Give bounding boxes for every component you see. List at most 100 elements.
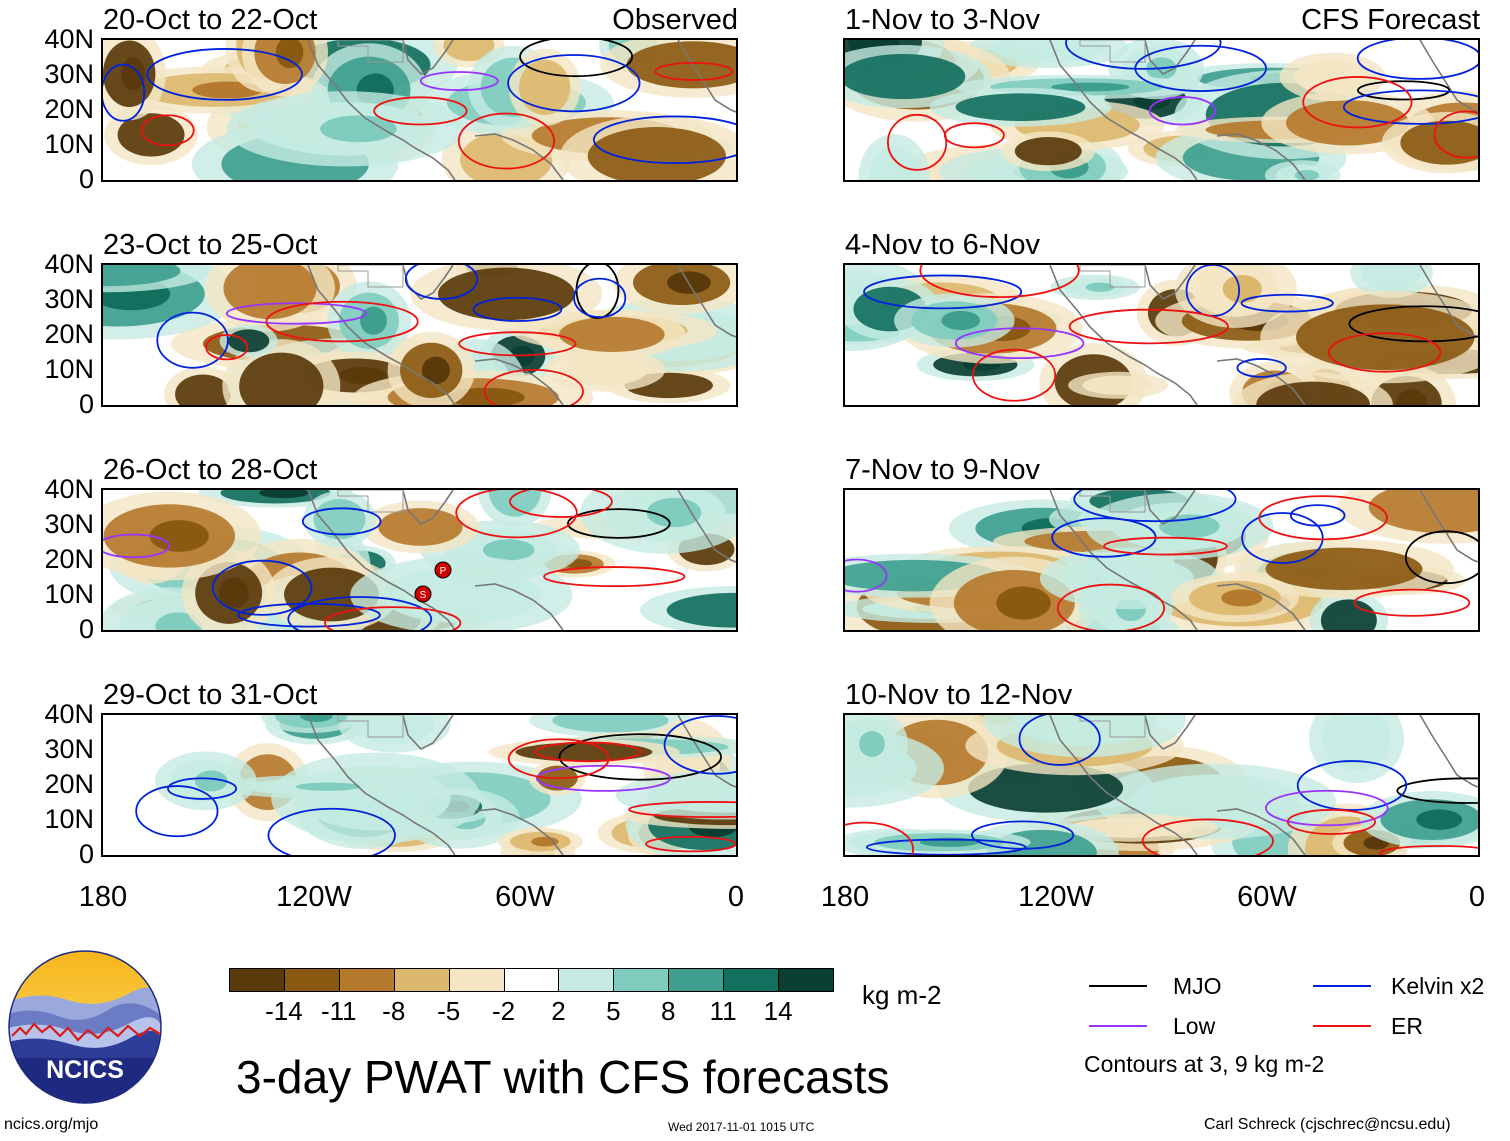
kelvin-contour <box>971 820 1075 850</box>
moist-anomaly <box>216 775 419 799</box>
kelvin-contour <box>211 559 313 616</box>
tropical-storm-marker-icon: P <box>434 561 452 579</box>
moist-anomaly <box>1264 160 1341 180</box>
map-panel-right-3 <box>843 488 1480 632</box>
observed-label: Observed <box>612 4 738 36</box>
pwat-field <box>845 40 1478 180</box>
moist-anomaly <box>1309 590 1388 630</box>
lat-label: 20N <box>44 544 94 574</box>
lon-label: 120W <box>276 881 352 913</box>
kelvin-contour <box>237 602 381 628</box>
moist-anomaly <box>929 87 1112 127</box>
er-contour <box>1056 583 1165 630</box>
er-contour <box>1327 332 1442 373</box>
tropical-storm-marker-icon: S <box>414 585 432 603</box>
er-contour <box>265 300 419 343</box>
dry-anomaly <box>163 366 242 405</box>
dry-anomaly <box>560 115 736 180</box>
moist-anomaly <box>1309 715 1405 784</box>
lat-label: 0 <box>78 389 94 419</box>
mjo-contour <box>1348 305 1478 343</box>
kelvin-contour <box>1240 293 1334 313</box>
moist-anomaly <box>1360 791 1478 849</box>
mjo-contour <box>1357 80 1451 101</box>
er-contour <box>1379 845 1478 855</box>
moist-anomaly <box>615 770 736 820</box>
kelvin-contour <box>103 63 146 122</box>
legend-kelvin-line <box>1313 985 1371 987</box>
colorbar-swatch <box>283 968 340 992</box>
kelvin-contour <box>1236 358 1287 378</box>
dry-anomaly <box>613 265 736 315</box>
dry-anomaly <box>241 40 328 97</box>
kelvin-contour <box>472 296 563 322</box>
colorbar-tick-label: -14 <box>265 996 303 1026</box>
er-contour <box>919 265 1080 299</box>
pwat-field <box>103 265 736 405</box>
moist-anomaly <box>894 293 1015 348</box>
moist-anomaly <box>640 585 736 630</box>
storm-marker-label: P <box>440 566 447 577</box>
logo-emblem-icon: NCICS <box>8 950 162 1104</box>
moist-anomaly <box>1350 265 1433 298</box>
site-url: ncics.org/mjo <box>4 1116 99 1133</box>
coastline <box>1049 265 1478 405</box>
panel-title-left-3: 26-Oct to 28-Oct <box>103 454 318 486</box>
coastline <box>1049 715 1478 855</box>
lon-label: 180 <box>78 881 128 913</box>
kelvin-contour <box>404 265 479 300</box>
map-panel-left-2 <box>101 263 738 407</box>
lat-label: 20N <box>44 319 94 349</box>
er-contour <box>1068 308 1229 345</box>
kelvin-contour <box>135 785 219 838</box>
moist-anomaly <box>845 715 908 781</box>
lat-label: 0 <box>78 614 94 644</box>
kelvin-contour <box>1134 44 1267 92</box>
dry-anomaly <box>1233 372 1393 405</box>
kelvin-contour <box>146 48 303 101</box>
legend-mjo-label: MJO <box>1173 973 1222 999</box>
kelvin-contour <box>1241 512 1324 564</box>
moist-anomaly <box>529 715 692 738</box>
lat-label: 30N <box>44 284 94 314</box>
lat-label: 10N <box>44 579 94 609</box>
colorbar-swatch <box>503 968 560 992</box>
colorbar-unit: kg m-2 <box>862 980 942 1010</box>
kelvin-contour <box>1296 760 1408 811</box>
logo-text: NCICS <box>46 1056 124 1084</box>
pwat-field: PS <box>103 490 736 630</box>
colorbar-tick-label: -2 <box>491 996 516 1026</box>
lat-label: 40N <box>44 249 94 279</box>
dry-anomaly <box>1260 291 1478 384</box>
main-title: 3-day PWAT with CFS forecasts <box>236 1051 890 1103</box>
colorbar-swatch <box>778 968 834 992</box>
kelvin-contour <box>663 715 736 775</box>
er-contour <box>628 801 736 818</box>
dry-anomaly <box>103 40 166 121</box>
lat-label: 10N <box>44 129 94 159</box>
er-contour <box>324 606 462 630</box>
pwat-field <box>845 490 1478 630</box>
dry-anomaly <box>488 738 680 766</box>
legend-low-label: Low <box>1173 1013 1216 1039</box>
panel-title-right-2: 4-Nov to 6-Nov <box>845 229 1041 261</box>
kelvin-contour <box>1356 40 1478 80</box>
colorbar-swatch <box>448 968 505 992</box>
map-panel-left-4 <box>101 713 738 857</box>
kelvin-contour <box>287 596 433 630</box>
pwat-field <box>845 715 1478 855</box>
low-contour <box>225 302 367 325</box>
kelvin-contour <box>1289 504 1346 527</box>
er-contour <box>1103 536 1228 556</box>
panel-title-left-2: 23-Oct to 25-Oct <box>103 229 318 261</box>
colorbar-tick-label: 14 <box>763 996 793 1026</box>
low-contour <box>1264 789 1389 827</box>
dry-anomaly <box>508 48 581 126</box>
moist-anomaly <box>226 91 465 167</box>
moist-anomaly <box>303 490 376 548</box>
er-contour <box>1353 588 1471 617</box>
low-contour <box>954 327 1085 360</box>
panel-title-left-1: 20-Oct to 22-Oct <box>103 4 318 36</box>
dry-anomaly <box>599 40 736 98</box>
